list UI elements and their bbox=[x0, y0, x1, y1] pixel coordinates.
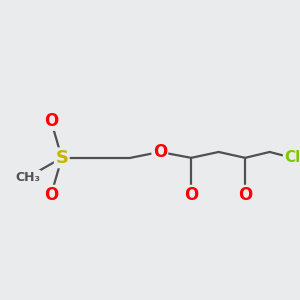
Text: O: O bbox=[153, 143, 167, 161]
Text: O: O bbox=[44, 186, 58, 204]
Text: O: O bbox=[184, 186, 198, 204]
Text: O: O bbox=[44, 112, 58, 130]
Text: CH₃: CH₃ bbox=[15, 171, 40, 184]
Text: Cl: Cl bbox=[284, 150, 300, 165]
Text: O: O bbox=[238, 186, 252, 204]
Text: S: S bbox=[55, 149, 68, 167]
